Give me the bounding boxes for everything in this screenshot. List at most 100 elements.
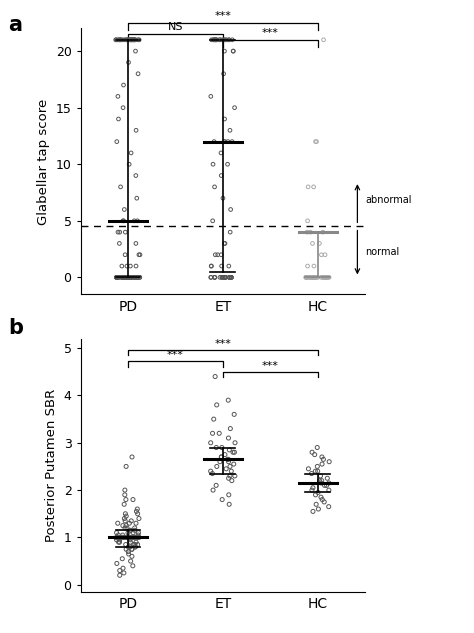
Point — [309, 483, 317, 493]
Point — [223, 35, 230, 45]
Point — [127, 525, 135, 536]
Point — [134, 68, 142, 78]
Point — [135, 532, 143, 542]
Point — [134, 504, 141, 514]
Point — [113, 532, 120, 542]
Point — [231, 437, 239, 448]
Point — [304, 182, 312, 192]
Point — [312, 499, 320, 510]
Point — [226, 471, 234, 481]
Point — [112, 272, 120, 282]
Point — [123, 35, 130, 45]
Point — [121, 35, 128, 45]
Point — [126, 518, 133, 529]
Point — [218, 249, 225, 260]
Point — [319, 227, 327, 237]
Point — [116, 532, 124, 542]
Point — [321, 249, 329, 260]
Point — [129, 272, 137, 282]
Point — [220, 272, 228, 282]
Point — [118, 532, 126, 542]
Point — [116, 227, 124, 237]
Point — [209, 468, 216, 479]
Point — [207, 272, 215, 282]
Point — [122, 511, 130, 521]
Point — [128, 532, 135, 542]
Point — [125, 272, 132, 282]
Point — [123, 532, 131, 542]
Point — [118, 532, 125, 542]
Point — [225, 261, 233, 271]
Point — [121, 490, 128, 500]
Point — [125, 35, 132, 45]
Point — [128, 272, 136, 282]
Point — [112, 35, 119, 45]
Point — [124, 272, 131, 282]
Point — [125, 272, 132, 282]
Point — [228, 272, 235, 282]
Point — [226, 125, 234, 135]
Point — [122, 272, 130, 282]
Point — [311, 449, 319, 460]
Point — [211, 272, 219, 282]
Point — [321, 272, 328, 282]
Point — [127, 537, 134, 547]
Point — [125, 532, 132, 542]
Point — [129, 35, 137, 45]
Point — [305, 272, 312, 282]
Point — [113, 272, 120, 282]
Point — [120, 272, 128, 282]
Point — [211, 272, 219, 282]
Point — [129, 494, 137, 505]
Point — [121, 516, 129, 526]
Point — [216, 456, 224, 467]
Point — [218, 170, 225, 180]
Point — [125, 272, 132, 282]
Point — [320, 35, 328, 45]
Point — [115, 272, 122, 282]
Point — [132, 125, 140, 135]
Point — [134, 532, 142, 542]
Point — [228, 272, 235, 282]
Point — [126, 272, 133, 282]
Point — [220, 35, 228, 45]
Point — [318, 478, 325, 488]
Point — [311, 466, 319, 476]
Point — [308, 447, 316, 457]
Point — [228, 475, 236, 486]
Point — [315, 504, 322, 514]
Point — [311, 272, 319, 282]
Point — [226, 461, 234, 472]
Text: a: a — [8, 15, 22, 35]
Point — [119, 272, 127, 282]
Point — [118, 272, 126, 282]
Point — [215, 429, 223, 439]
Point — [134, 216, 141, 226]
Point — [228, 272, 235, 282]
Point — [135, 249, 143, 260]
Point — [318, 272, 325, 282]
Point — [133, 532, 141, 542]
Point — [120, 532, 128, 542]
Point — [133, 532, 140, 542]
Point — [230, 459, 237, 469]
Point — [124, 528, 132, 538]
Point — [125, 35, 133, 45]
Point — [114, 91, 122, 101]
Point — [136, 272, 144, 282]
Point — [113, 535, 120, 545]
Point — [318, 475, 326, 486]
Point — [120, 532, 128, 542]
Text: ***: *** — [214, 339, 231, 349]
Point — [210, 35, 218, 45]
Point — [229, 46, 237, 56]
Point — [121, 272, 128, 282]
Point — [119, 532, 127, 542]
Point — [231, 447, 238, 457]
Point — [225, 490, 233, 500]
Point — [325, 485, 333, 495]
Point — [115, 532, 122, 542]
Point — [118, 532, 126, 542]
Point — [219, 272, 227, 282]
Point — [131, 272, 138, 282]
